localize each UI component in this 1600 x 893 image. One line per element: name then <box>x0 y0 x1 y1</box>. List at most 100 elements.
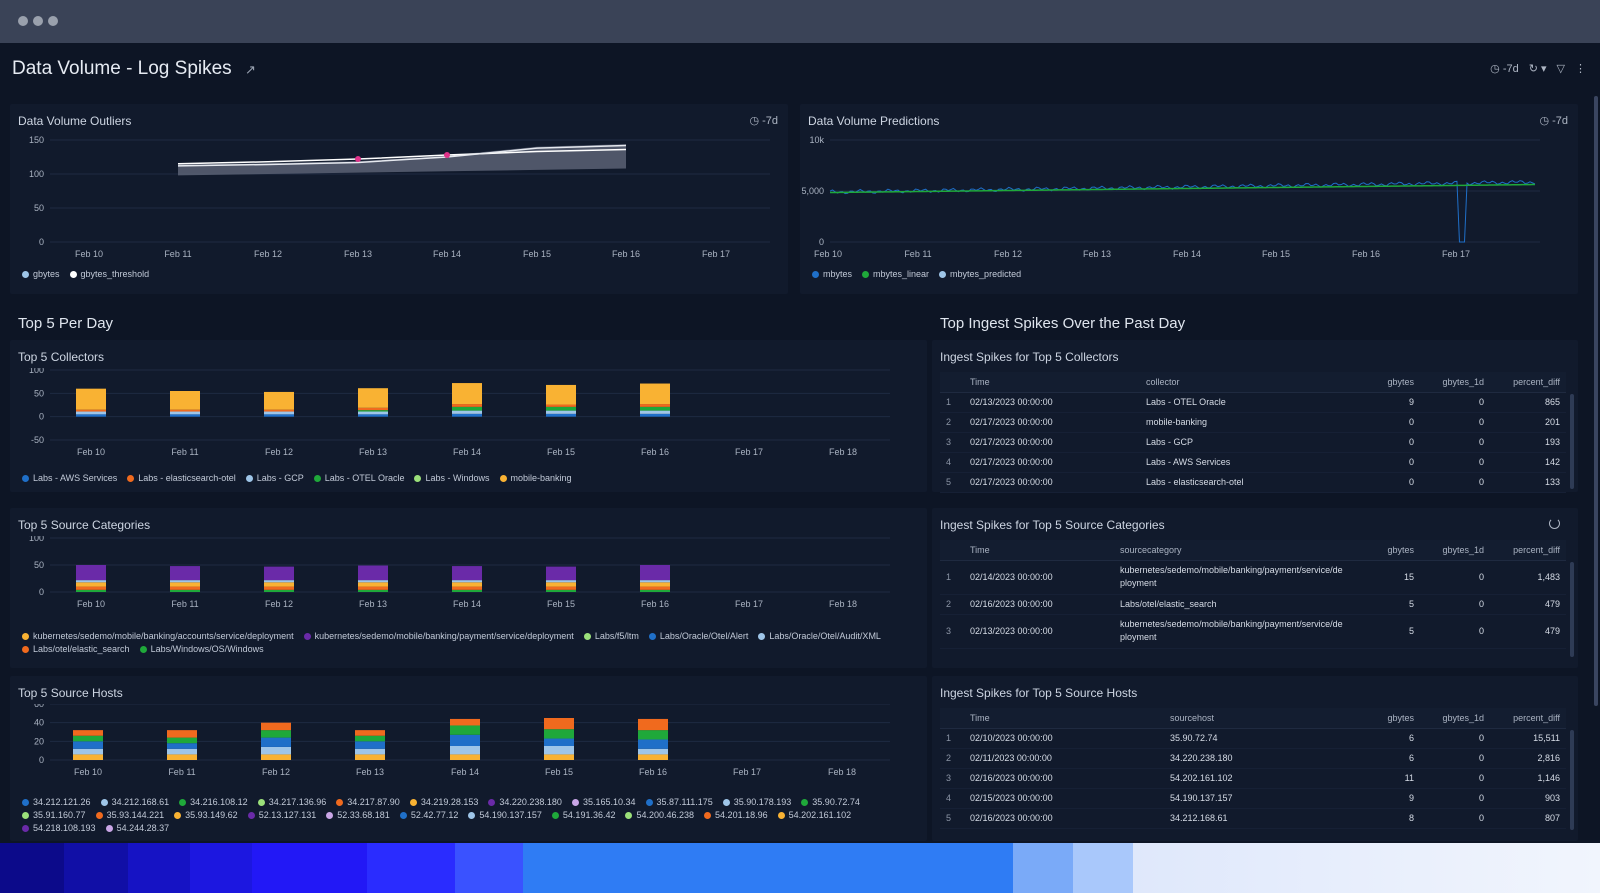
legend-item[interactable]: 52.33.68.181 <box>326 810 390 820</box>
legend-item[interactable]: 34.212.168.61 <box>100 797 169 807</box>
legend-item[interactable]: 34.212.121.26 <box>22 797 91 807</box>
legend-item[interactable]: mobile-banking <box>499 473 572 483</box>
outlier-point <box>444 151 450 158</box>
legend-item[interactable]: 54.190.137.157 <box>468 810 542 820</box>
legend-item[interactable]: 52.13.127.131 <box>247 810 316 820</box>
column-header[interactable]: Time <box>964 540 1114 561</box>
legend-item[interactable]: kubernetes/sedemo/mobile/banking/account… <box>22 631 294 641</box>
table-row[interactable]: 1 02/10/2023 00:00:00 35.90.72.74 6 0 15,511 <box>940 728 1566 749</box>
legend-item[interactable]: 54.201.18.96 <box>704 810 768 820</box>
column-header[interactable]: gbytes_1d <box>1420 540 1490 561</box>
column-header[interactable]: percent_diff <box>1490 708 1566 729</box>
share-icon[interactable]: ↗ <box>244 62 256 77</box>
spikes-collectors-scrollbar[interactable] <box>1570 394 1574 489</box>
legend-item[interactable]: Labs - GCP <box>245 473 304 483</box>
table-row[interactable]: 4 02/17/2023 00:00:00 Labs - AWS Services 0… <box>940 452 1566 473</box>
legend-item[interactable]: 35.87.111.175 <box>645 797 713 807</box>
column-header[interactable]: gbytes <box>1350 372 1420 393</box>
legend-item[interactable]: 54.244.28.37 <box>105 823 169 833</box>
legend-item[interactable]: 54.200.46.238 <box>625 810 694 820</box>
legend-item[interactable]: 35.165.10.34 <box>571 797 636 807</box>
table-row[interactable]: 1 02/14/2023 00:00:00 kubernetes/sedemo/mo… <box>940 560 1566 595</box>
table-row[interactable]: 3 02/17/2023 00:00:00 Labs - GCP 0 0 193 <box>940 432 1566 453</box>
legend-item[interactable]: Labs/Oracle/Otel/Audit/XML <box>758 631 881 641</box>
legend-item[interactable]: 54.191.36.42 <box>551 810 615 820</box>
refresh-icon[interactable]: ↻ ▾ <box>1528 63 1547 75</box>
filter-icon[interactable]: ▽ <box>1556 63 1565 75</box>
legend-item[interactable]: 35.91.160.77 <box>22 810 86 820</box>
column-header[interactable] <box>940 708 964 729</box>
legend-label: Labs - AWS Services <box>33 473 118 483</box>
page-scrollbar[interactable] <box>1594 96 1598 706</box>
window-zoom-dot[interactable] <box>48 16 58 26</box>
legend-item[interactable]: Labs/Oracle/Otel/Alert <box>648 631 748 641</box>
column-header[interactable]: sourcehost <box>1164 708 1350 729</box>
legend-item[interactable]: 34.220.238.180 <box>488 797 562 807</box>
column-header[interactable] <box>940 540 964 561</box>
predictions-time-range[interactable]: ◷ -7d <box>1539 115 1568 127</box>
column-header[interactable]: percent_diff <box>1490 540 1566 561</box>
legend-item[interactable]: 34.217.87.90 <box>336 797 400 807</box>
legend-item[interactable]: 35.93.149.62 <box>174 810 238 820</box>
column-header[interactable]: Time <box>964 372 1140 393</box>
legend-item[interactable]: 34.216.108.12 <box>179 797 248 807</box>
table-row[interactable]: 2 02/17/2023 00:00:00 mobile-banking 0 0 201 <box>940 412 1566 433</box>
table-cell: 142 <box>1490 452 1566 473</box>
legend-item[interactable]: Labs/otel/elastic_search <box>22 644 130 654</box>
table-row[interactable]: 5 02/17/2023 00:00:00 Labs - elasticsearch… <box>940 472 1566 493</box>
legend-item[interactable]: Labs - AWS Services <box>22 473 117 483</box>
legend-item[interactable]: 35.90.72.74 <box>801 797 860 807</box>
column-header[interactable]: gbytes <box>1350 540 1420 561</box>
legend-item[interactable]: 35.90.178.193 <box>722 797 791 807</box>
table-cell: 2,816 <box>1490 748 1566 769</box>
spikes-categories-scrollbar[interactable] <box>1570 562 1574 657</box>
legend-item[interactable]: 35.93.144.221 <box>95 810 164 820</box>
bar-segment <box>170 589 200 592</box>
legend-item[interactable]: 54.202.161.102 <box>777 810 851 820</box>
table-row[interactable]: 2 02/16/2023 00:00:00 Labs/otel/elastic_se… <box>940 594 1566 615</box>
legend-item[interactable]: kubernetes/sedemo/mobile/banking/payment… <box>303 631 574 641</box>
time-range-button[interactable]: ◷ -7d <box>1490 62 1519 75</box>
bar-segment <box>73 748 103 755</box>
legend-item[interactable]: Labs/Windows/OS/Windows <box>139 644 264 654</box>
legend-item[interactable]: gbytes <box>22 269 60 279</box>
legend-label: Labs - elasticsearch-otel <box>138 473 236 483</box>
legend-item[interactable]: Labs - Windows <box>414 473 490 483</box>
legend-item[interactable]: Labs - elasticsearch-otel <box>127 473 236 483</box>
table-row[interactable]: 5 02/16/2023 00:00:00 34.212.168.61 8 0 807 <box>940 808 1566 829</box>
window-close-dot[interactable] <box>18 16 28 26</box>
spikes-hosts-scrollbar[interactable] <box>1570 730 1574 830</box>
column-header[interactable]: gbytes <box>1350 708 1420 729</box>
bar-segment <box>264 580 294 583</box>
outliers-time-range[interactable]: ◷ -7d <box>749 115 778 127</box>
column-header[interactable]: collector <box>1140 372 1350 393</box>
table-row[interactable]: 1 02/13/2023 00:00:00 Labs - OTEL Oracle 9 0… <box>940 392 1566 413</box>
table-row[interactable]: 4 02/15/2023 00:00:00 54.190.137.157 9 0 903 <box>940 788 1566 809</box>
more-menu-icon[interactable]: ⋮ <box>1575 63 1586 75</box>
legend-item[interactable]: 52.42.77.12 <box>399 810 458 820</box>
window-minimize-dot[interactable] <box>33 16 43 26</box>
column-header[interactable]: sourcecategory <box>1114 540 1350 561</box>
legend-swatch <box>245 474 253 482</box>
legend-item[interactable]: mbytes_linear <box>862 269 929 279</box>
column-header[interactable]: Time <box>964 708 1164 729</box>
table-row[interactable]: 3 02/16/2023 00:00:00 54.202.161.102 11 0 1,1… <box>940 768 1566 789</box>
legend-item[interactable]: 34.217.136.96 <box>257 797 326 807</box>
table-row[interactable]: 2 02/11/2023 00:00:00 34.220.238.180 6 0 2,81… <box>940 748 1566 769</box>
column-header[interactable]: gbytes_1d <box>1420 372 1490 393</box>
legend-item[interactable]: mbytes <box>812 269 852 279</box>
column-header[interactable]: percent_diff <box>1490 372 1566 393</box>
column-header[interactable]: gbytes_1d <box>1420 708 1490 729</box>
legend-item[interactable]: Labs/f5/ltm <box>583 631 639 641</box>
column-header[interactable] <box>940 372 964 393</box>
bar-segment <box>546 384 576 405</box>
legend-item[interactable]: gbytes_threshold <box>69 269 149 279</box>
legend-item[interactable]: 34.219.28.153 <box>409 797 478 807</box>
legend-item[interactable]: Labs - OTEL Oracle <box>313 473 404 483</box>
table-row[interactable]: 3 02/13/2023 00:00:00 kubernetes/sedemo/mo… <box>940 614 1566 649</box>
legend-item[interactable]: mbytes_predicted <box>939 269 1021 279</box>
legend-item[interactable]: 54.218.108.193 <box>22 823 96 833</box>
bar-segment <box>264 411 294 415</box>
legend-label: 35.93.149.62 <box>185 810 238 820</box>
bar-segment <box>76 565 106 581</box>
